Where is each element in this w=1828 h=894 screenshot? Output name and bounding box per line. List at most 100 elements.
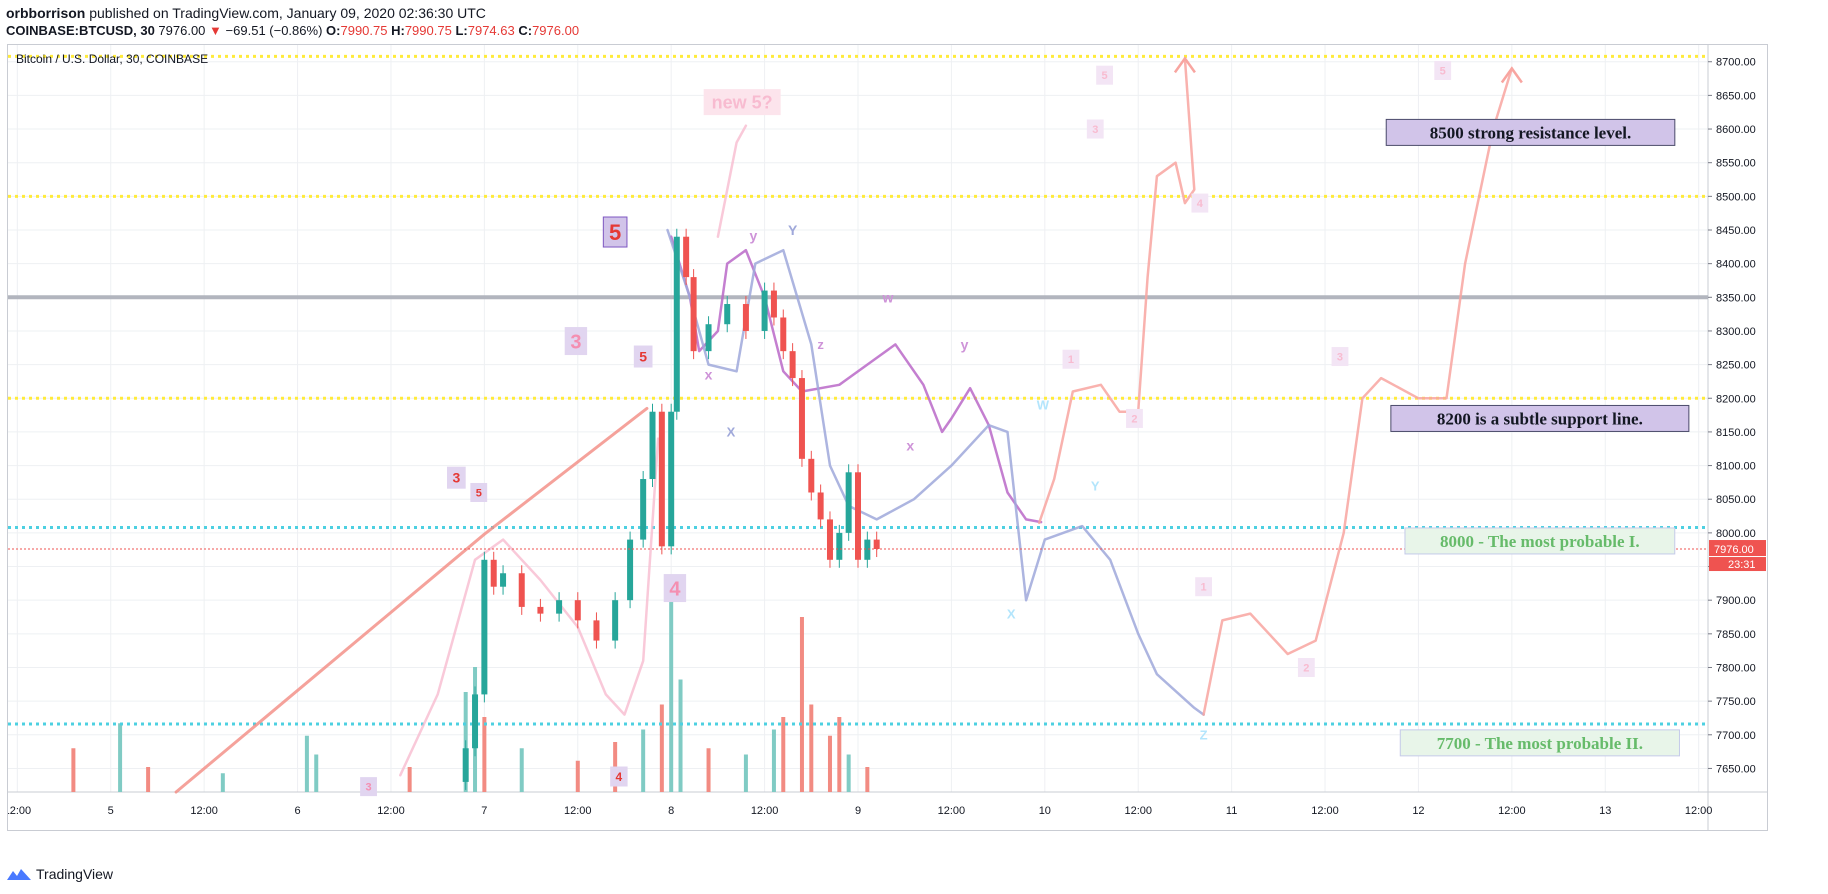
candle-body xyxy=(490,559,497,587)
candle-body xyxy=(690,277,697,352)
price-axis-label: 8500.00 xyxy=(1716,191,1756,203)
candle-body xyxy=(770,290,777,318)
drawing-scenario-purple xyxy=(669,235,1043,524)
price-axis-label: 7900.00 xyxy=(1716,595,1756,607)
wave-label-5-small: 5 xyxy=(476,487,482,499)
countdown-badge xyxy=(1709,557,1766,572)
wave-label-2-a: 2 xyxy=(1131,413,1137,425)
candle-body xyxy=(724,304,731,325)
time-axis-label: 6 xyxy=(294,805,300,817)
wave-label-1-b: 1 xyxy=(1201,582,1207,594)
candle-body xyxy=(640,479,647,540)
time-axis-label: 8 xyxy=(668,805,674,817)
open-value: 7990.75 xyxy=(340,23,388,38)
candle-body xyxy=(481,559,488,695)
candle-body xyxy=(864,539,871,560)
price-axis-label: 8700.00 xyxy=(1716,57,1756,69)
close-label: C: xyxy=(518,23,533,38)
volume-bar xyxy=(809,704,814,792)
wave-label-3-a-bg xyxy=(1086,119,1104,139)
volume-bar xyxy=(837,717,842,792)
candle-body xyxy=(761,290,768,331)
target-one-note: 8000 - The most probable I. xyxy=(1440,532,1640,551)
wave-label-3-major: 3 xyxy=(570,331,581,353)
volume-bar xyxy=(304,735,309,792)
drawing-scenario-blue xyxy=(666,228,1205,716)
current-price-badge xyxy=(1709,540,1766,557)
support-note: 8200 is a subtle support line. xyxy=(1437,409,1643,428)
volume-bar xyxy=(220,773,225,792)
candle-body xyxy=(673,236,680,412)
candle-body xyxy=(789,351,796,379)
close-value: 7976.00 xyxy=(532,23,580,38)
price-change: −69.51 (−0.86%) xyxy=(225,23,323,38)
candle-body xyxy=(500,573,507,587)
wave-label-1-b-bg xyxy=(1195,577,1213,597)
price-axis-label: 8400.00 xyxy=(1716,259,1756,271)
volume-bar xyxy=(865,767,870,792)
wave-label-z-purple: z xyxy=(817,337,824,352)
price-axis-label: 8650.00 xyxy=(1716,90,1756,102)
volume-bars xyxy=(71,592,870,792)
time-axis-label: 12:00 xyxy=(751,805,779,817)
candle-body xyxy=(593,620,600,641)
candle-body xyxy=(742,304,749,331)
drawing-new5-path xyxy=(716,124,748,238)
footer: TradingView xyxy=(6,866,113,882)
price-axis-label: 8550.00 xyxy=(1716,158,1756,170)
candle-body xyxy=(855,472,861,560)
wave-label-W-blue: W xyxy=(1037,398,1050,413)
price-axis-label: 8350.00 xyxy=(1716,292,1756,304)
wave-label-2-b: 2 xyxy=(1303,662,1309,674)
tradingview-logo-icon[interactable] xyxy=(6,866,32,882)
resistance-note-box xyxy=(1385,118,1676,146)
ohlc-line: COINBASE:BTCUSD, 30 7976.00 ▼ −69.51 (−0… xyxy=(6,22,579,40)
candle-body xyxy=(845,472,852,533)
volume-bar xyxy=(118,723,123,792)
volume-bar xyxy=(799,617,804,792)
time-axis-label: 5 xyxy=(108,805,114,817)
wave-label-5-major: 5 xyxy=(609,220,621,245)
price-axis-label: 7800.00 xyxy=(1716,662,1756,674)
author-name[interactable]: orbborrison xyxy=(6,5,86,21)
volume-bar xyxy=(482,717,487,792)
price-axis-label: 8200.00 xyxy=(1716,393,1756,405)
wave-label-4-major-bg xyxy=(663,574,687,603)
candle-body xyxy=(649,411,656,480)
volume-bar xyxy=(706,748,711,792)
tradingview-brand[interactable]: TradingView xyxy=(36,866,114,882)
candle-body xyxy=(705,324,712,352)
candle-body xyxy=(873,539,880,550)
price-axis-label: 8100.00 xyxy=(1716,461,1756,473)
drawing-scenario-salmon-1 xyxy=(1037,57,1196,525)
wave-label-y-purple: y xyxy=(749,227,757,243)
wave-label-5-minor-bg xyxy=(633,345,653,368)
drawing-trendline xyxy=(174,406,649,794)
wave-label-5-a: 5 xyxy=(1102,70,1108,82)
wave-label-y2-purple: y xyxy=(961,336,969,352)
symbol-label: COINBASE:BTCUSD, 30 xyxy=(6,23,155,38)
wave-label-4-a-bg xyxy=(1191,193,1209,213)
volume-bar xyxy=(846,754,851,792)
wave-label-x2-purple: x xyxy=(906,437,914,453)
wave-label-4-minor-bg xyxy=(610,766,628,787)
arrow-head-icon xyxy=(1173,56,1196,74)
wave-label-2-b-bg xyxy=(1297,657,1315,677)
new-5-question-label-bg xyxy=(703,89,781,116)
wave-label-3-b: 3 xyxy=(1337,351,1343,363)
time-axis-label: 12:00 xyxy=(1685,805,1713,817)
candle-body xyxy=(817,492,824,520)
volume-bar xyxy=(669,592,674,792)
wave-label-5-b: 5 xyxy=(1440,65,1446,77)
open-label: O: xyxy=(326,23,341,38)
time-axis-label: 10 xyxy=(1039,805,1051,817)
price-axis-label: 7850.00 xyxy=(1716,629,1756,641)
wave-label-5-small-bg xyxy=(470,482,488,502)
wave-label-5-b-bg xyxy=(1434,60,1452,80)
wave-label-3-minor: 3 xyxy=(452,470,460,486)
volume-bar xyxy=(659,704,664,792)
price-axis-label: 8600.00 xyxy=(1716,124,1756,136)
volume-bar xyxy=(407,767,412,792)
